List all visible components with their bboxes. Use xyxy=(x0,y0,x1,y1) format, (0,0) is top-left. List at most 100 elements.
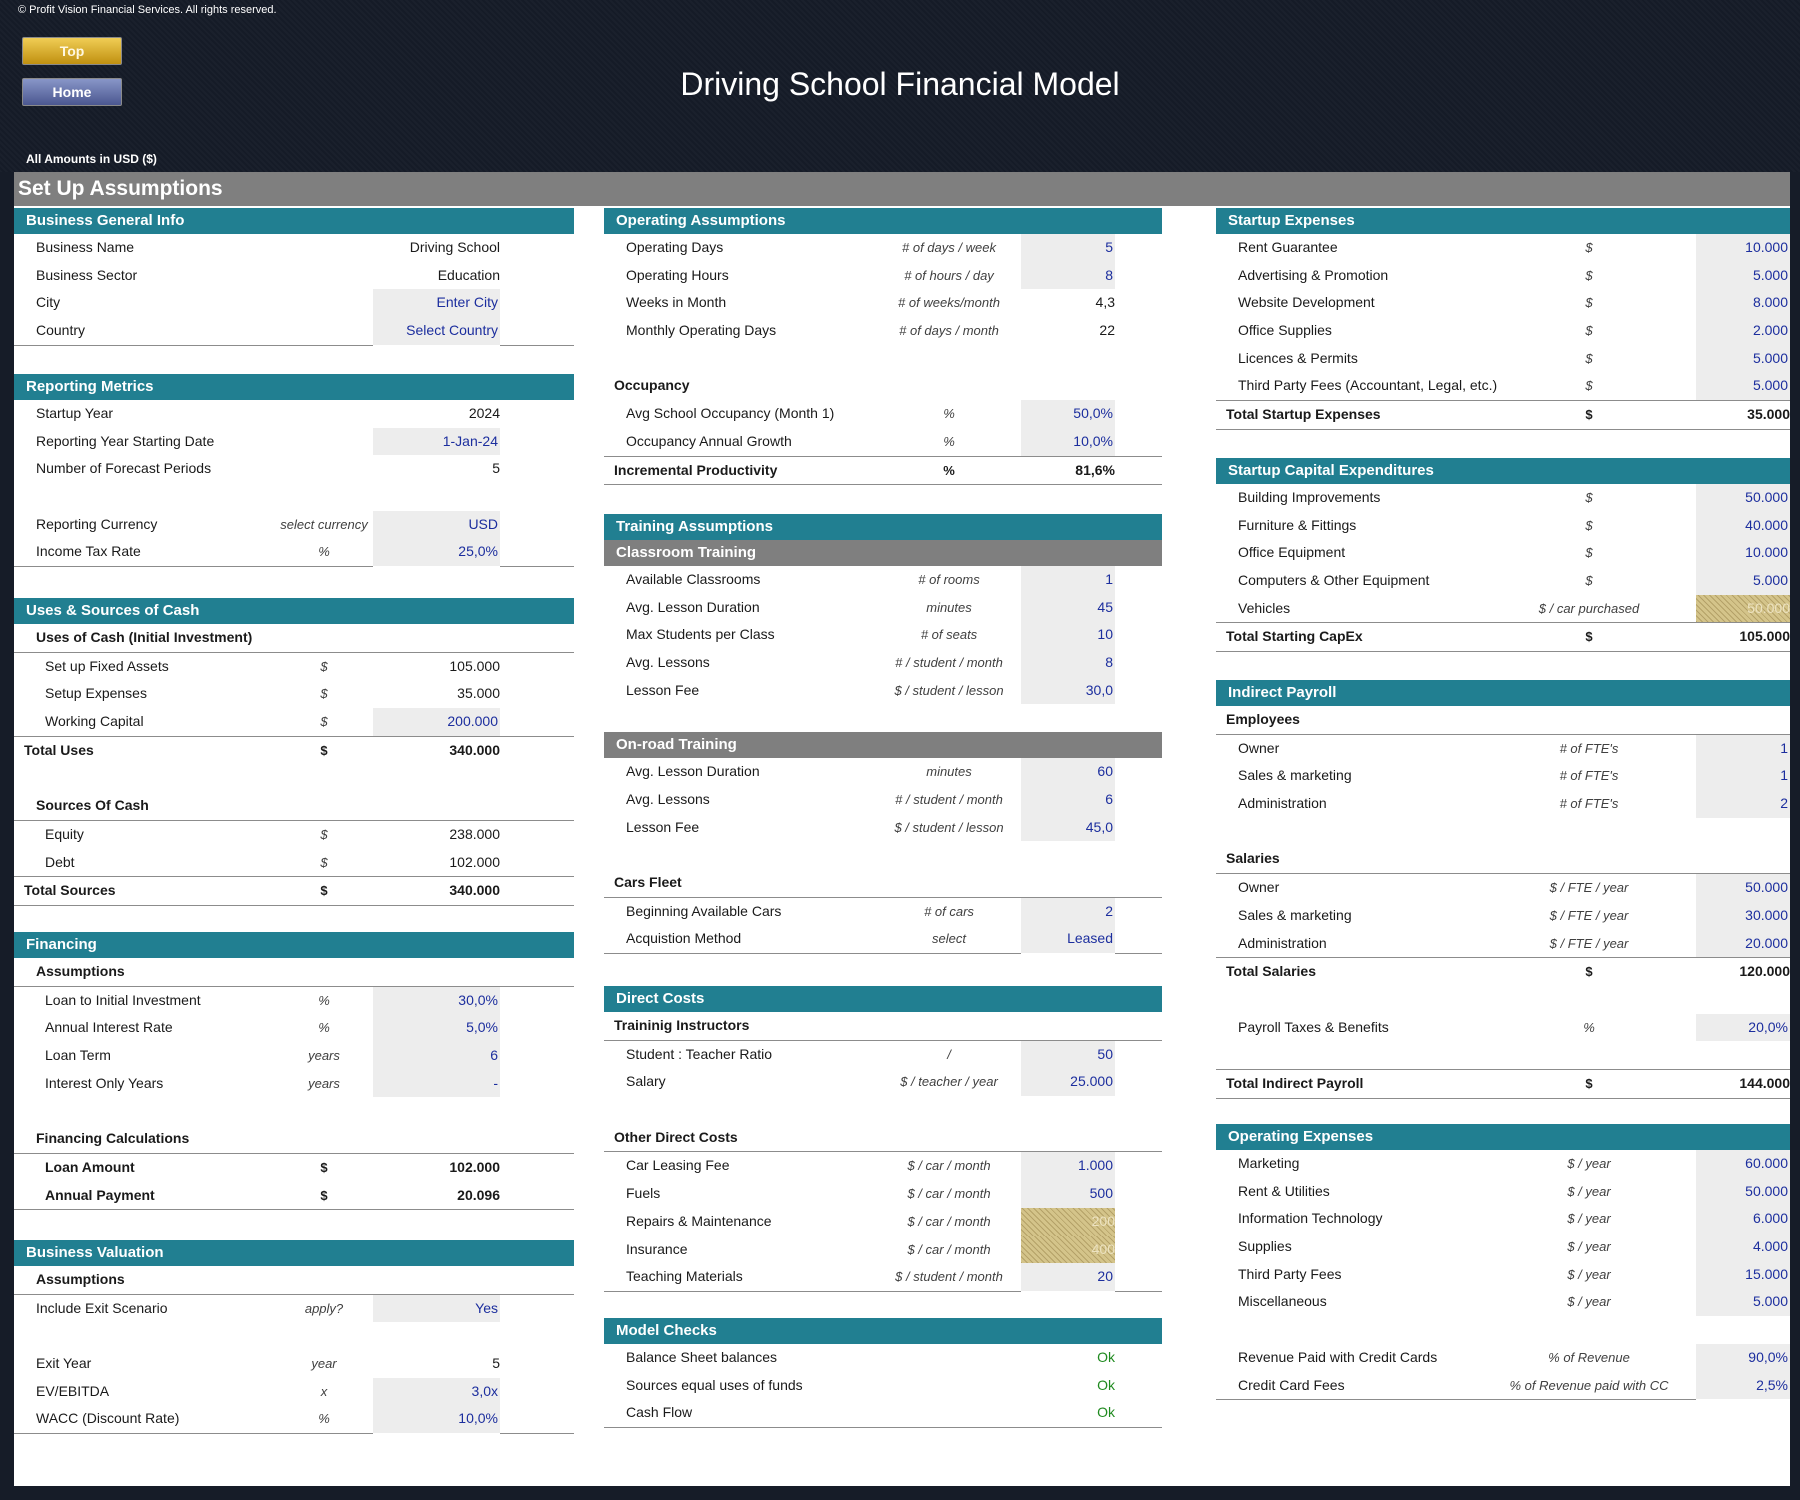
row-label: Owner xyxy=(1238,739,1280,756)
row-reporting-year-starting-date: Reporting Year Starting Date 1-Jan-24 xyxy=(14,427,574,457)
input-cell[interactable]: 6 xyxy=(373,1042,500,1071)
input-cell[interactable]: Yes xyxy=(373,1294,500,1324)
input-cell[interactable]: 3,0x xyxy=(373,1377,500,1407)
input-cell[interactable]: 60 xyxy=(1021,758,1115,787)
sub-header-classroom: Classroom Training xyxy=(604,540,1162,566)
input-cell[interactable]: 5.000 xyxy=(1696,567,1790,596)
row-ev-ebitda: EV/EBITDA x 3,0x xyxy=(14,1377,574,1407)
row-unit: $ xyxy=(320,658,328,674)
input-cell[interactable]: 6 xyxy=(1021,785,1115,815)
input-cell[interactable]: 200.000 xyxy=(373,708,500,737)
input-cell[interactable]: 5.000 xyxy=(1696,372,1790,402)
input-cell[interactable]: 15.000 xyxy=(1696,1260,1790,1290)
input-cell[interactable]: 20,0% xyxy=(1696,1013,1790,1043)
input-cell[interactable]: 8.000 xyxy=(1696,289,1790,319)
input-cell[interactable]: 200 xyxy=(1021,1207,1115,1236)
input-cell[interactable]: 1-Jan-24 xyxy=(373,427,500,457)
input-cell[interactable]: 60.000 xyxy=(1696,1150,1790,1179)
row-total-starting-capex: Total Starting CapEx $105.000 xyxy=(1216,622,1790,653)
input-cell[interactable]: Enter City xyxy=(373,289,500,319)
value-cell: 144.000 xyxy=(1739,1074,1790,1091)
input-cell[interactable]: 50,0% xyxy=(1021,400,1115,429)
input-cell[interactable]: 8 xyxy=(1021,649,1115,678)
value-cell: Ok xyxy=(1097,1404,1115,1421)
setup-assumptions-bar: Set Up Assumptions xyxy=(14,172,1790,206)
input-cell[interactable]: 10.000 xyxy=(1696,539,1790,569)
home-button[interactable]: Home xyxy=(22,78,122,106)
row-total-uses: Total Uses $340.000 xyxy=(14,735,574,765)
input-cell[interactable]: Leased xyxy=(1021,925,1115,954)
section-header: Indirect Payroll xyxy=(1216,680,1790,706)
input-cell[interactable]: 10,0% xyxy=(1021,427,1115,457)
input-cell[interactable]: 5,0% xyxy=(373,1014,500,1044)
input-cell[interactable]: 30,0% xyxy=(373,986,500,1016)
section-reporting-metrics: Reporting Metrics Startup Year 2024 Report… xyxy=(14,374,574,568)
input-cell[interactable]: 10.000 xyxy=(1696,234,1790,263)
input-cell[interactable]: 45,0 xyxy=(1021,813,1115,843)
row-label: Total Indirect Payroll xyxy=(1226,1074,1364,1091)
row-unit: $ / student / lesson xyxy=(894,819,1004,835)
input-cell[interactable]: 20.000 xyxy=(1696,929,1790,959)
row-unit: # of seats xyxy=(920,627,978,643)
row-label: Set up Fixed Assets xyxy=(45,657,169,674)
row-administration: Administration # of FTE's 2 xyxy=(1216,790,1790,819)
input-cell[interactable]: 1 xyxy=(1021,566,1115,595)
row-label: Loan Term xyxy=(45,1047,111,1064)
row-vehicles: Vehicles $ / car purchased 50.000 xyxy=(1216,594,1790,623)
input-cell[interactable]: 1 xyxy=(1696,762,1790,792)
input-cell[interactable]: 400 xyxy=(1021,1235,1115,1264)
row-label: Avg School Occupancy (Month 1) xyxy=(626,405,835,422)
row-unit: $ / student / month xyxy=(895,1269,1003,1285)
group-heading: Sources Of Cash xyxy=(14,792,574,821)
row-startup-year: Startup Year 2024 xyxy=(14,400,574,428)
input-cell[interactable]: 1.000 xyxy=(1021,1152,1115,1182)
row-loan-amount: Loan Amount $102.000 xyxy=(14,1154,574,1182)
row-unit: # of hours / day xyxy=(904,267,994,283)
input-cell[interactable]: 10,0% xyxy=(373,1405,500,1435)
input-cell[interactable]: 2 xyxy=(1021,897,1115,927)
input-cell[interactable]: - xyxy=(373,1069,500,1099)
input-cell[interactable]: 2,5% xyxy=(1696,1371,1790,1401)
row-label: Total Sources xyxy=(24,882,116,899)
input-cell[interactable]: USD xyxy=(373,510,500,540)
input-cell[interactable]: 10 xyxy=(1021,621,1115,651)
row-unit: $ xyxy=(1585,517,1593,533)
input-cell[interactable]: Select Country xyxy=(373,317,500,346)
input-cell[interactable]: 5.000 xyxy=(1696,261,1790,291)
input-cell[interactable]: 25,0% xyxy=(373,538,500,568)
input-cell[interactable]: 30.000 xyxy=(1696,901,1790,931)
value-cell: 340.000 xyxy=(449,882,500,899)
input-cell[interactable]: 50.000 xyxy=(1696,484,1790,513)
row-label: Available Classrooms xyxy=(626,571,761,587)
top-button[interactable]: Top xyxy=(22,37,122,65)
input-cell[interactable]: 40.000 xyxy=(1696,511,1790,541)
input-cell[interactable]: 2.000 xyxy=(1696,317,1790,346)
input-cell[interactable]: 50.000 xyxy=(1696,1177,1790,1207)
row-furniture-fittings: Furniture & Fittings $40.000 xyxy=(1216,511,1790,541)
input-cell[interactable]: 8 xyxy=(1021,261,1115,291)
input-cell[interactable]: 5.000 xyxy=(1696,1288,1790,1318)
input-cell[interactable]: 25.000 xyxy=(1021,1068,1115,1098)
input-cell[interactable]: 500 xyxy=(1021,1180,1115,1209)
input-cell[interactable]: 5 xyxy=(1021,234,1115,263)
input-cell[interactable]: 6.000 xyxy=(1696,1205,1790,1235)
input-cell[interactable]: 30,0 xyxy=(1021,676,1115,706)
row-label: Computers & Other Equipment xyxy=(1238,572,1430,589)
input-cell[interactable]: 45 xyxy=(1021,593,1115,623)
input-cell[interactable]: 50.000 xyxy=(1696,594,1790,623)
row-unit: years xyxy=(308,1075,340,1091)
input-cell[interactable]: 50 xyxy=(1021,1040,1115,1070)
row-unit: # of days / month xyxy=(899,323,999,339)
input-cell[interactable]: 2 xyxy=(1696,790,1790,819)
row-car-leasing-fee: Car Leasing Fee $ / car / month 1.000 xyxy=(604,1152,1162,1182)
row-unit: $ / car / month xyxy=(907,1241,991,1257)
row-label: Credit Card Fees xyxy=(1238,1376,1345,1393)
input-cell[interactable]: 1 xyxy=(1696,734,1790,764)
input-cell[interactable]: 20 xyxy=(1021,1263,1115,1292)
input-cell[interactable]: 4.000 xyxy=(1696,1233,1790,1262)
input-cell[interactable]: 5.000 xyxy=(1696,344,1790,374)
row-label: Insurance xyxy=(626,1240,688,1257)
input-cell[interactable]: 90,0% xyxy=(1696,1343,1790,1373)
input-cell[interactable]: 50.000 xyxy=(1696,874,1790,903)
row-label: Incremental Productivity xyxy=(614,461,778,478)
